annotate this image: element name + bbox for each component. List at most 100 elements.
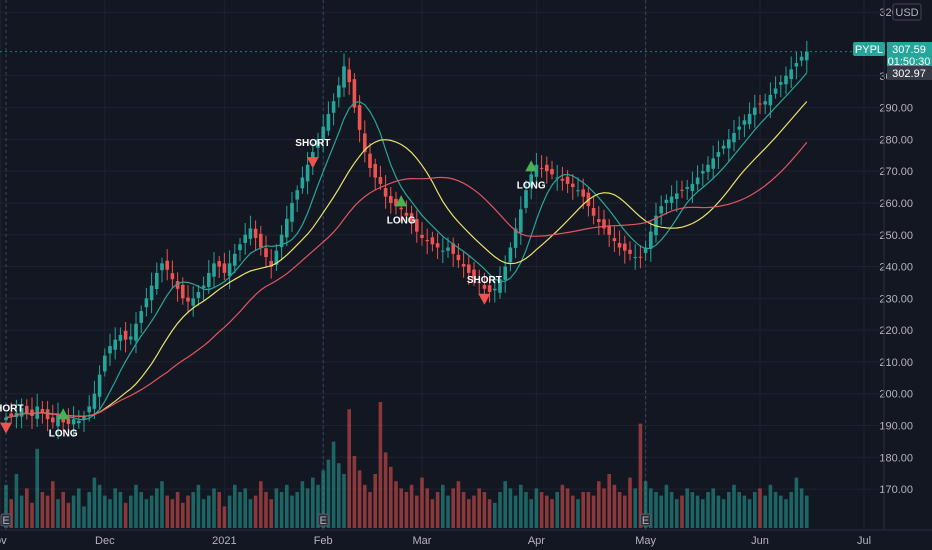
signal-marker-4 <box>478 293 491 305</box>
volume-bar-50 <box>264 492 268 528</box>
volume-bar-38 <box>201 499 206 528</box>
candle-body-74 <box>389 196 393 203</box>
volume-bar-73 <box>383 452 388 528</box>
candle-body-82 <box>430 237 435 245</box>
candle-body-56 <box>295 190 299 200</box>
candle-body-29 <box>155 272 159 290</box>
volume-bar-123 <box>643 481 648 528</box>
ma-layer <box>5 72 808 421</box>
volume-bar-147 <box>768 484 773 528</box>
candle-body-62 <box>326 113 331 131</box>
candle-body-15 <box>82 415 86 420</box>
candle-body-50 <box>264 248 268 258</box>
candle-body-66 <box>347 69 351 83</box>
volume-bar-5 <box>30 502 34 528</box>
candle-body-32 <box>170 273 175 280</box>
volume-bar-46 <box>243 488 247 528</box>
candle-body-55 <box>290 202 294 222</box>
candle-body-45 <box>238 244 242 251</box>
volume-bar-120 <box>628 477 632 528</box>
candle-body-143 <box>747 113 752 125</box>
volume-bar-58 <box>305 488 310 528</box>
volume-bar-4 <box>25 488 29 528</box>
candle-body-80 <box>420 234 424 238</box>
y-tick-label-11: 200.00 <box>879 389 913 401</box>
volume-bar-115 <box>602 488 606 528</box>
x-tick-label-1: Dec <box>95 535 115 547</box>
volume-bar-77 <box>404 492 409 528</box>
volume-bar-117 <box>612 484 617 528</box>
x-tick-label-6: May <box>635 535 656 547</box>
volume-bar-145 <box>758 488 762 528</box>
ma-slow-line <box>5 141 808 419</box>
candle-body-92 <box>482 285 487 289</box>
x-tick-label-8: Jul <box>857 535 871 547</box>
volume-bar-130 <box>680 495 684 528</box>
volume-bar-151 <box>789 492 793 528</box>
candle-body-67 <box>352 79 357 108</box>
candle-body-84 <box>441 250 445 252</box>
candle-body-89 <box>467 264 471 273</box>
volume-bar-30 <box>160 481 164 528</box>
volume-bar-109 <box>571 495 575 528</box>
currency-badge[interactable] <box>892 3 922 21</box>
candle-body-90 <box>472 269 476 280</box>
candle-body-97 <box>508 247 513 263</box>
volume-bar-59 <box>311 477 315 528</box>
candle-body-131 <box>685 187 689 189</box>
volume-bar-127 <box>664 484 669 528</box>
volume-bar-140 <box>732 484 736 528</box>
signal-layer: SHORT LONG SHORT LONG SHORT LONG <box>0 138 546 439</box>
candle-body-23 <box>123 330 128 340</box>
volume-bar-143 <box>747 499 752 528</box>
candle-body-3 <box>19 408 24 417</box>
volume-bar-94 <box>493 502 497 528</box>
candle-body-31 <box>165 260 169 270</box>
volume-bar-25 <box>134 484 138 528</box>
volume-bar-31 <box>165 495 169 528</box>
candle-body-16 <box>87 406 91 413</box>
candle-body-63 <box>331 101 336 113</box>
volume-bar-14 <box>77 488 81 528</box>
volume-bar-98 <box>513 495 518 528</box>
candle-body-27 <box>144 298 149 308</box>
candle-body-86 <box>451 243 455 254</box>
candle-body-127 <box>664 199 669 203</box>
candle-body-69 <box>363 133 367 153</box>
signal-marker-5 <box>525 160 538 172</box>
candle-body-121 <box>633 257 637 259</box>
signal-label-4: SHORT <box>467 275 502 286</box>
volume-bar-91 <box>477 488 481 528</box>
candle-body-5 <box>30 409 34 416</box>
symbol-tag <box>853 42 885 56</box>
volume-bar-63 <box>331 441 336 528</box>
candle-body-149 <box>779 82 783 85</box>
candle-body-128 <box>669 196 674 203</box>
symbol-tag-text: PYPL <box>855 44 883 56</box>
candle-body-104 <box>545 164 549 172</box>
volume-bar-125 <box>654 492 658 528</box>
candle-body-108 <box>565 176 570 184</box>
volume-bar-88 <box>461 492 466 528</box>
candle-body-81 <box>425 240 429 242</box>
earnings-marker-label-0: E <box>2 515 9 527</box>
volume-bar-40 <box>212 488 216 528</box>
volume-bar-111 <box>581 492 585 528</box>
volume-bar-53 <box>279 492 284 528</box>
volume-bar-126 <box>659 495 663 528</box>
volume-bar-114 <box>597 481 601 528</box>
volume-bar-28 <box>149 495 154 528</box>
signal-label-1: LONG <box>49 428 78 439</box>
volume-bar-52 <box>274 488 279 528</box>
volume-bar-107 <box>560 484 565 528</box>
candle-body-109 <box>571 183 575 188</box>
prev-close-text: 302.97 <box>892 68 926 80</box>
signal-label-5: LONG <box>517 180 546 191</box>
candle-body-93 <box>487 285 492 292</box>
candle-body-24 <box>129 336 133 340</box>
signal-marker-1 <box>57 408 70 420</box>
candle-body-110 <box>576 190 580 192</box>
volume-bar-24 <box>129 495 133 528</box>
